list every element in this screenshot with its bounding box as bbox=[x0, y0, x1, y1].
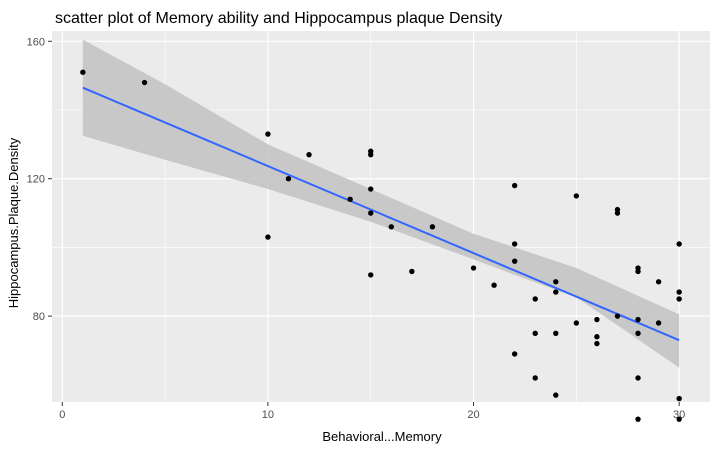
data-point bbox=[553, 279, 559, 285]
data-point bbox=[635, 416, 641, 422]
data-point bbox=[573, 193, 580, 199]
y-tick-label: 120 bbox=[27, 174, 45, 186]
y-axis-title: Hippocampus.Plaque.Density bbox=[6, 137, 21, 308]
chart-title: scatter plot of Memory ability and Hippo… bbox=[55, 10, 502, 27]
data-point bbox=[511, 241, 518, 247]
data-point bbox=[676, 395, 682, 402]
data-point bbox=[635, 330, 641, 336]
y-axis-ticks: 80 120 160 bbox=[27, 36, 52, 323]
data-point bbox=[553, 330, 559, 336]
data-point bbox=[635, 375, 641, 381]
trend-line-layer bbox=[82, 86, 680, 342]
data-point bbox=[532, 375, 538, 381]
data-point bbox=[676, 296, 682, 302]
y-tick-label: 160 bbox=[27, 36, 45, 48]
data-point bbox=[635, 316, 641, 323]
x-tick-label: 0 bbox=[59, 409, 65, 421]
data-point bbox=[553, 289, 559, 295]
data-point bbox=[635, 268, 641, 275]
x-axis-ticks: 0 10 20 30 bbox=[59, 402, 685, 421]
data-point bbox=[368, 186, 374, 192]
data-point bbox=[265, 131, 271, 137]
data-point bbox=[368, 151, 374, 158]
data-point bbox=[511, 258, 518, 264]
grid-lines bbox=[52, 31, 710, 402]
data-point bbox=[511, 182, 518, 189]
data-point bbox=[676, 289, 682, 295]
data-point bbox=[388, 224, 394, 230]
data-point bbox=[553, 392, 559, 398]
data-point bbox=[532, 330, 538, 336]
data-point bbox=[532, 296, 538, 302]
trend-line bbox=[82, 86, 680, 342]
data-point bbox=[429, 224, 436, 230]
y-tick-label: 80 bbox=[33, 311, 45, 323]
data-point bbox=[306, 151, 312, 158]
data-point bbox=[594, 340, 600, 347]
data-point bbox=[265, 234, 271, 240]
x-tick-label: 30 bbox=[673, 409, 685, 421]
data-point bbox=[368, 272, 374, 278]
data-point bbox=[409, 268, 415, 275]
confidence-band bbox=[82, 39, 680, 368]
data-point bbox=[594, 316, 600, 323]
data-point bbox=[491, 282, 497, 288]
data-point bbox=[285, 176, 292, 182]
data-point bbox=[347, 196, 353, 203]
data-points bbox=[80, 69, 682, 422]
data-point bbox=[573, 320, 580, 326]
data-point bbox=[614, 313, 621, 319]
x-tick-label: 10 bbox=[262, 409, 274, 421]
x-tick-label: 20 bbox=[467, 409, 479, 421]
data-point bbox=[614, 210, 621, 216]
data-point bbox=[470, 265, 477, 271]
data-point bbox=[368, 210, 374, 216]
data-point bbox=[511, 351, 518, 357]
x-axis-title: Behavioral...Memory bbox=[322, 429, 442, 444]
confidence-band-layer bbox=[82, 39, 680, 368]
data-point bbox=[676, 416, 682, 422]
data-point bbox=[80, 69, 86, 75]
data-point bbox=[655, 320, 662, 326]
data-point bbox=[141, 79, 148, 86]
data-point bbox=[676, 241, 682, 247]
data-point bbox=[655, 279, 662, 285]
data-point bbox=[594, 334, 600, 340]
